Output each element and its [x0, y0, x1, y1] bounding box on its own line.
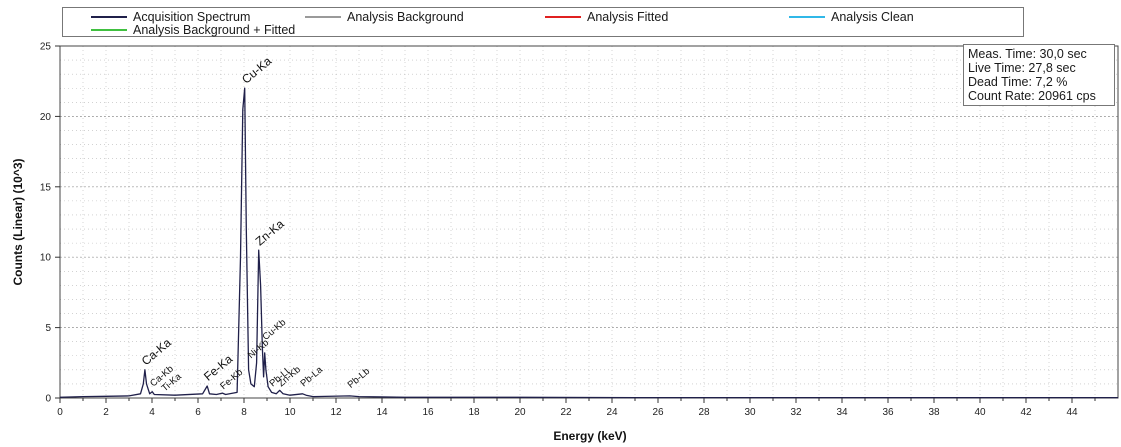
- y-tick-label: 10: [40, 253, 52, 264]
- legend-swatch: [545, 15, 581, 18]
- legend-item-acquisition-spectrum[interactable]: Acquisition Spectrum: [91, 10, 250, 24]
- legend-label: Analysis Clean: [831, 10, 914, 24]
- y-tick-label: 25: [40, 42, 52, 53]
- x-tick-label: 12: [330, 407, 342, 418]
- legend-label: Analysis Fitted: [587, 10, 669, 24]
- x-tick-label: 36: [882, 407, 894, 418]
- axes: [55, 45, 1119, 403]
- x-tick-label: 0: [57, 407, 63, 418]
- peak-label: Cu-Ka: [239, 54, 274, 87]
- y-tick-label: 5: [45, 323, 51, 334]
- x-tick-label: 40: [974, 407, 986, 418]
- x-tick-label: 18: [468, 407, 480, 418]
- x-tick-label: 34: [836, 407, 848, 418]
- legend-swatch: [91, 15, 127, 18]
- peak-label: Zn-Kb: [276, 364, 303, 389]
- x-tick-label: 16: [422, 407, 434, 418]
- legend-item-analysis-background-fitted[interactable]: Analysis Background + Fitted: [91, 23, 295, 37]
- x-tick-label: 14: [376, 407, 388, 418]
- legend: Acquisition Spectrum Analysis Background…: [62, 7, 1024, 37]
- x-tick-label: 4: [149, 407, 155, 418]
- series-line: [59, 87, 1118, 399]
- dead-time: Dead Time: 7,2 %: [968, 75, 1068, 89]
- y-axis-label: Counts (Linear) (10^3): [11, 158, 25, 285]
- x-tick-label: 38: [928, 407, 940, 418]
- x-tick-label: 42: [1020, 407, 1032, 418]
- x-tick-label: 44: [1066, 407, 1078, 418]
- count-rate: Count Rate: 20961 cps: [968, 89, 1096, 103]
- legend-label: Acquisition Spectrum: [133, 10, 251, 24]
- x-tick-label: 30: [744, 407, 756, 418]
- x-axis-label: Energy (keV): [553, 429, 626, 443]
- x-tick-label: 22: [560, 407, 572, 418]
- meas-time: Meas. Time: 30,0 sec: [968, 47, 1087, 61]
- x-tick-label: 26: [652, 407, 664, 418]
- peak-label: Ca-Ka: [139, 335, 174, 368]
- x-tick-label: 6: [195, 407, 201, 418]
- legend-item-analysis-clean[interactable]: Analysis Clean: [789, 10, 914, 24]
- grid: [59, 45, 1119, 399]
- y-tick-label: 15: [40, 182, 52, 193]
- peak-label: Pb-La: [299, 364, 326, 389]
- peak-label: Cu-Kb: [261, 317, 289, 343]
- x-tick-label: 24: [606, 407, 618, 418]
- x-tick-label: 8: [241, 407, 247, 418]
- legend-swatch: [91, 28, 127, 31]
- legend-item-analysis-background[interactable]: Analysis Background: [305, 10, 464, 24]
- x-tick-label: 2: [103, 407, 109, 418]
- legend-item-analysis-fitted[interactable]: Analysis Fitted: [545, 10, 668, 24]
- y-tick-label: 0: [45, 394, 51, 405]
- legend-swatch: [789, 15, 825, 18]
- x-tick-label: 20: [514, 407, 526, 418]
- y-tick-label: 20: [40, 112, 52, 123]
- tick-labels: 0 2 4 6 8 10 12 14 16 18 20 22 24 26 28 30 32 34 36 38 40 42 4…: [40, 42, 1078, 419]
- legend-swatch: [305, 15, 341, 18]
- x-tick-label: 10: [284, 407, 296, 418]
- legend-label: Analysis Background: [347, 10, 464, 24]
- x-tick-label: 28: [698, 407, 710, 418]
- live-time: Live Time: 27,8 sec: [968, 61, 1076, 75]
- peak-label: Zn-Ka: [253, 217, 287, 249]
- measurement-info-box: Meas. Time: 30,0 sec Live Time: 27,8 sec…: [963, 44, 1115, 106]
- x-tick-label: 32: [790, 407, 802, 418]
- legend-label: Analysis Background + Fitted: [133, 23, 296, 37]
- series: [59, 87, 1118, 399]
